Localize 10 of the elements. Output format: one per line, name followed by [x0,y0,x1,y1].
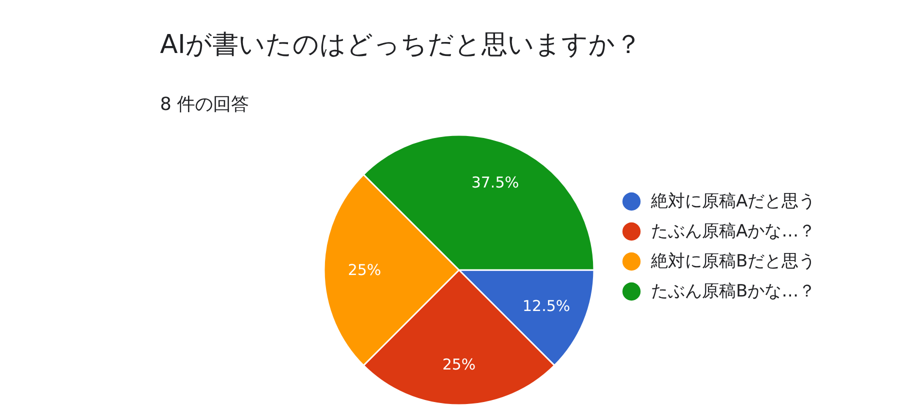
legend-label: たぶん原稿Bかな…？ [651,282,816,302]
data-label: 25% [442,356,476,374]
legend-label: たぶん原稿Aかな…？ [651,222,816,242]
chart-subtitle: 8 件の回答 [160,94,250,115]
data-label: 37.5% [471,174,519,192]
legend-label: 絶対に原稿Bだと思う [650,252,816,272]
chart-title: AIが書いたのはどっちだと思いますか？ [160,30,642,60]
data-label: 12.5% [522,297,570,316]
legend-label: 絶対に原稿Aだと思う [650,192,816,212]
data-label: 25% [348,261,382,279]
